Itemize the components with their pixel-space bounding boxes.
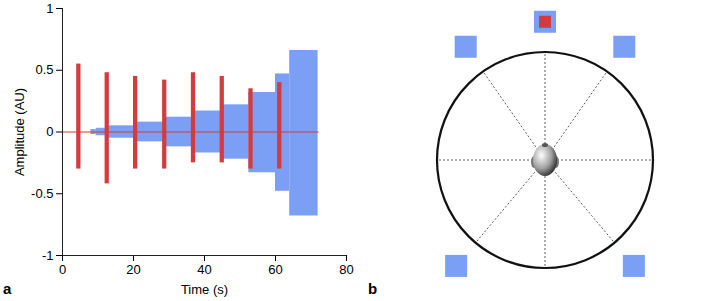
svg-text:20: 20 (126, 262, 140, 277)
svg-text:-0.5: -0.5 (31, 186, 53, 201)
svg-text:Time (s): Time (s) (181, 282, 228, 297)
svg-text:Amplitude (AU): Amplitude (AU) (12, 88, 27, 176)
svg-text:0: 0 (59, 262, 66, 277)
svg-text:0.5: 0.5 (35, 62, 53, 77)
svg-text:80: 80 (339, 262, 353, 277)
svg-text:1: 1 (46, 1, 53, 16)
svg-text:40: 40 (197, 262, 211, 277)
svg-text:-1: -1 (42, 248, 54, 263)
svg-text:0: 0 (46, 124, 53, 139)
svg-text:60: 60 (268, 262, 282, 277)
html-text:b: b (368, 280, 378, 297)
html-text:a: a (3, 280, 12, 297)
